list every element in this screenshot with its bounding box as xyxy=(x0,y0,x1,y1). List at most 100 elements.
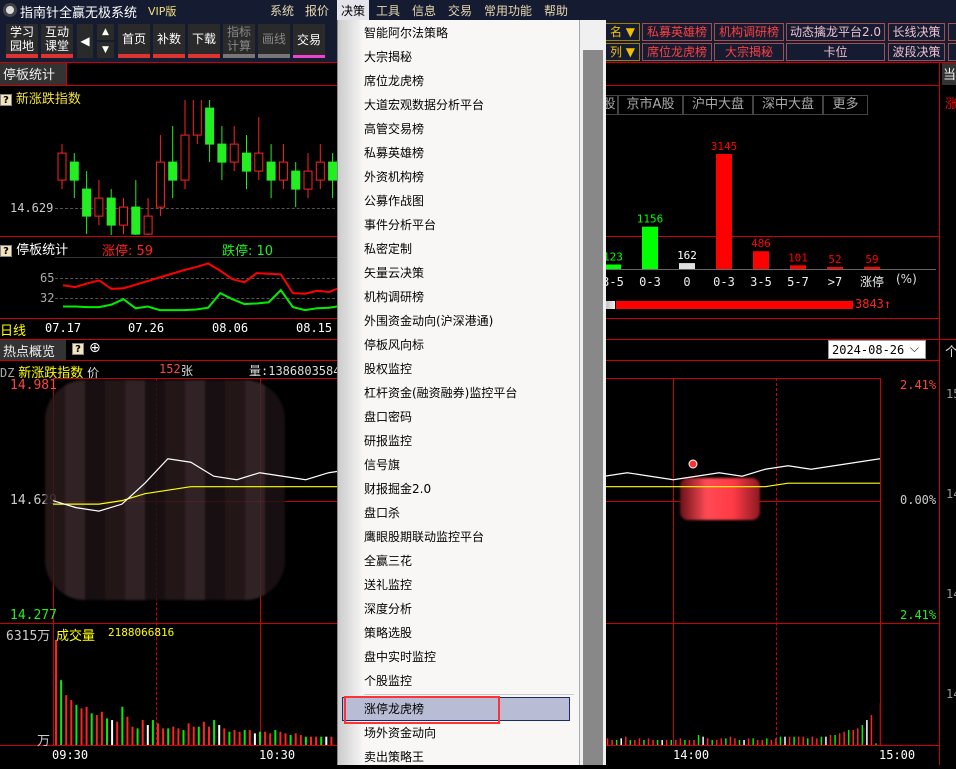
menu-item[interactable]: 私密定制 xyxy=(364,242,413,256)
volume-label: 成交量 xyxy=(56,629,96,644)
scrollbar-thumb[interactable] xyxy=(583,50,603,765)
bar-value-label: 162 xyxy=(677,249,697,262)
limit-stats-header: ? 停板统计 xyxy=(0,239,68,258)
help-icon[interactable]: ? xyxy=(0,245,12,257)
menu-item[interactable]: 策略选股 xyxy=(364,626,413,640)
trade-button[interactable]: 交易 xyxy=(293,24,325,58)
annotation-box xyxy=(344,696,500,724)
menu-item[interactable]: 停板风向标 xyxy=(364,338,425,352)
time-label: 10:30 xyxy=(259,748,296,762)
bar xyxy=(864,266,880,269)
menu-item[interactable]: 大道宏观数据分析平台 xyxy=(364,98,485,112)
menu-item[interactable]: 智能阿尔法策略 xyxy=(364,26,449,40)
app-logo-icon xyxy=(3,3,17,17)
help-icon[interactable]: ? xyxy=(0,94,12,106)
tab-sh-mid[interactable]: 沪中大盘 xyxy=(683,95,753,115)
study-button[interactable]: 学习园地 xyxy=(6,24,38,58)
menu-item[interactable]: 盘口密码 xyxy=(364,410,413,424)
tab-limit-stats[interactable]: 停板统计 xyxy=(0,63,66,85)
pct-low: 2.41% xyxy=(900,608,937,622)
menu-item[interactable]: 股权监控 xyxy=(364,362,413,376)
back-arrow-icon[interactable]: ◀ xyxy=(77,24,93,58)
dynamic-dragon-button[interactable]: 动态擒龙平台2.0 xyxy=(786,23,885,41)
long-term-button[interactable]: 长线决策 xyxy=(888,23,945,41)
menu-item[interactable]: 信号旗 xyxy=(364,458,401,472)
menu-item[interactable]: 研报监控 xyxy=(364,434,413,448)
up-arrow-icon[interactable]: ▲ xyxy=(97,24,114,40)
tab-bj-a[interactable]: 京市A股 xyxy=(618,95,683,115)
down-arrow-icon[interactable]: ▼ xyxy=(97,42,114,58)
menu-item[interactable]: 送礼监控 xyxy=(364,578,413,592)
position-button[interactable]: 卡位 xyxy=(786,43,885,61)
menu-item[interactable]: 财报掘金2.0 xyxy=(364,482,432,496)
home-button[interactable]: 首页 xyxy=(118,24,150,58)
candle xyxy=(119,206,128,226)
menu-info[interactable]: 信息 xyxy=(412,4,437,18)
date-label: 08.06 xyxy=(212,321,249,335)
more-button[interactable] xyxy=(948,23,956,41)
menu-item[interactable]: 大宗揭秘 xyxy=(364,50,413,64)
indicator-calc-button[interactable]: 指标计算 xyxy=(223,24,255,58)
menu-item[interactable]: 全赢三花 xyxy=(364,554,413,568)
more-button-2[interactable] xyxy=(948,43,956,61)
menu-item[interactable]: 席位龙虎榜 xyxy=(364,74,425,88)
tab-individual[interactable]: 个 xyxy=(945,345,956,360)
menu-item[interactable]: 公募作战图 xyxy=(364,194,425,208)
supplement-data-button[interactable]: 补数 xyxy=(153,24,185,58)
seat-dragon-button[interactable]: 席位龙虎榜 xyxy=(642,43,712,61)
menu-trade[interactable]: 交易 xyxy=(448,4,473,18)
zoom-in-icon[interactable]: ⊕ xyxy=(89,340,101,356)
chevron-down-icon: ⌵ xyxy=(909,341,919,355)
candle xyxy=(303,170,313,190)
menu-item[interactable]: 矢量云决策 xyxy=(364,266,425,280)
download-button[interactable]: 下载 xyxy=(188,24,220,58)
limit-line-chart xyxy=(62,262,337,312)
menu-item[interactable]: 外资机构榜 xyxy=(364,170,425,184)
index-name: 新涨跌指数 xyxy=(18,366,84,381)
menu-item[interactable]: 盘中实时监控 xyxy=(364,650,437,664)
menu-system[interactable]: 系统 xyxy=(270,4,295,18)
pct-high: 2.41% xyxy=(900,378,937,392)
menu-item[interactable]: 卖出策略王 xyxy=(364,750,425,764)
list-dropdown-label: 列 xyxy=(609,45,622,59)
menu-item[interactable]: 鹰眼股期联动监控平台 xyxy=(364,530,485,544)
volume-unit: 万 xyxy=(37,734,51,749)
menu-item[interactable]: 机构调研榜 xyxy=(364,290,425,304)
menu-item[interactable]: 杠杆资金(融资融券)监控平台 xyxy=(364,386,518,400)
tab-hotspot[interactable]: 热点概览 xyxy=(0,340,66,360)
menu-item[interactable]: 外围资金动向(沪深港通) xyxy=(364,314,494,328)
menu-item[interactable]: 个股监控 xyxy=(364,674,413,688)
help-icon[interactable]: ? xyxy=(72,343,84,355)
institution-research-button[interactable]: 机构调研榜 xyxy=(714,23,784,41)
marker-dot xyxy=(688,459,698,469)
menu-item[interactable]: 场外资金动向 xyxy=(364,726,437,740)
menu-item[interactable]: 涨停龙虎榜 xyxy=(364,702,425,716)
swing-button[interactable]: 波段决策 xyxy=(888,43,945,61)
zhang-label: 张 xyxy=(181,364,194,378)
tab-more[interactable]: 更多 xyxy=(823,95,868,115)
menu-item[interactable]: 盘口杀 xyxy=(364,506,401,520)
menu-decision[interactable]: 决策 xyxy=(337,0,370,20)
menu-item[interactable]: 高管交易榜 xyxy=(364,122,425,136)
menu-common[interactable]: 常用功能 xyxy=(484,4,533,18)
block-trade-button[interactable]: 大宗揭秘 xyxy=(714,43,784,61)
date-label: 07.26 xyxy=(128,321,165,335)
menu-item[interactable]: 私募英雄榜 xyxy=(364,146,425,160)
gridline xyxy=(55,278,340,279)
candle xyxy=(57,152,67,181)
private-fund-button[interactable]: 私募英雄榜 xyxy=(642,23,712,41)
draw-line-button[interactable]: 画线 xyxy=(258,24,290,58)
menu-item[interactable]: 事件分析平台 xyxy=(364,218,437,232)
candle xyxy=(254,152,264,172)
menu-help[interactable]: 帮助 xyxy=(544,4,569,18)
menu-tools[interactable]: 工具 xyxy=(376,4,401,18)
period-daily[interactable]: 日线 xyxy=(0,324,27,339)
menu-quote[interactable]: 报价 xyxy=(305,4,330,18)
interactive-class-button[interactable]: 互动课堂 xyxy=(41,24,73,58)
tab-sz-mid[interactable]: 深中大盘 xyxy=(753,95,823,115)
app-title: 指南针全赢无极系统 xyxy=(20,6,138,21)
date-picker[interactable]: 2024-08-26 ⌵ xyxy=(828,340,926,359)
tab-current[interactable]: 当 xyxy=(942,63,956,85)
menu-scrollbar[interactable] xyxy=(579,20,606,765)
menu-item[interactable]: 深度分析 xyxy=(364,602,413,616)
